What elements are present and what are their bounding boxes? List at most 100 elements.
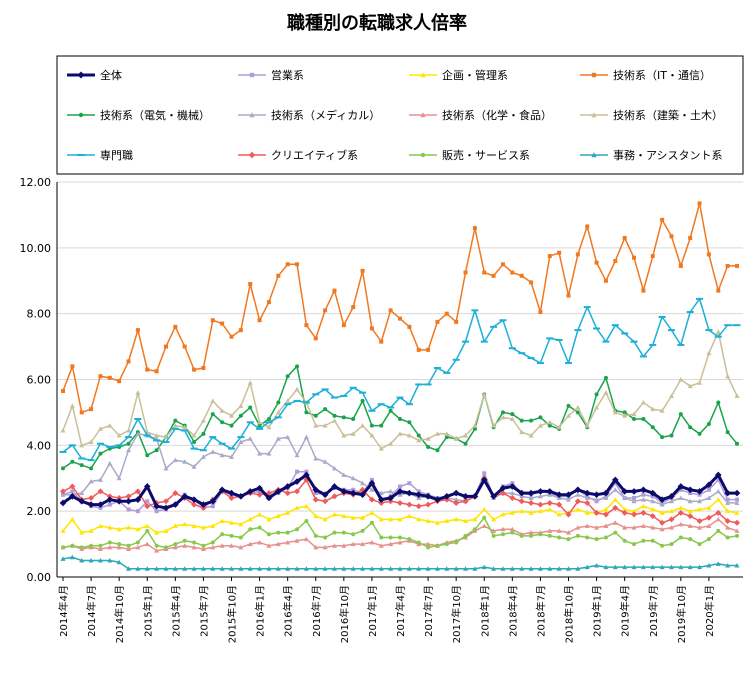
- data-point: [154, 432, 160, 438]
- data-point: [246, 488, 254, 495]
- data-point: [575, 525, 581, 530]
- data-point: [172, 457, 178, 463]
- data-point: [360, 566, 366, 571]
- data-point: [88, 528, 94, 533]
- data-point: [256, 427, 264, 430]
- legend-marker: [77, 154, 85, 156]
- data-point: [294, 488, 301, 495]
- data-point: [407, 324, 412, 329]
- data-point: [510, 530, 515, 535]
- data-point: [443, 493, 451, 500]
- data-point: [622, 410, 627, 415]
- data-point: [331, 566, 337, 571]
- data-point: [491, 273, 496, 278]
- data-point: [163, 528, 169, 533]
- data-point: [472, 226, 477, 231]
- data-point: [697, 507, 703, 512]
- data-point: [583, 306, 591, 309]
- data-point: [219, 543, 225, 548]
- x-tick-label: 2014年10月: [113, 585, 126, 643]
- data-point: [547, 254, 552, 259]
- data-point: [594, 497, 600, 502]
- data-point: [219, 452, 225, 458]
- data-point: [697, 542, 702, 547]
- x-tick-label: 2014年7月: [85, 585, 98, 637]
- data-point: [330, 396, 338, 399]
- data-point: [715, 329, 721, 334]
- data-point: [173, 418, 178, 423]
- data-point: [706, 421, 711, 426]
- legend-item: 販売・サービス系: [409, 149, 530, 162]
- data-point: [444, 431, 450, 436]
- data-point: [574, 329, 582, 332]
- data-point: [706, 537, 711, 542]
- data-point: [257, 566, 263, 571]
- y-axis: 0.00 2.00 4.00 6.00 8.00 10.00 12.00: [20, 176, 52, 584]
- data-point: [716, 288, 721, 293]
- data-point: [397, 516, 403, 522]
- data-point: [463, 533, 468, 538]
- data-point: [303, 434, 309, 440]
- data-point: [640, 503, 646, 509]
- x-tick-label: 2020年1月: [703, 585, 716, 637]
- data-point: [229, 520, 234, 525]
- data-point: [397, 566, 403, 571]
- data-point: [603, 375, 608, 380]
- data-point: [546, 488, 554, 495]
- data-point: [687, 508, 693, 514]
- data-point: [378, 543, 384, 548]
- data-point: [285, 566, 291, 571]
- data-point: [425, 518, 431, 524]
- data-point: [388, 566, 394, 571]
- data-point: [538, 310, 543, 315]
- data-point: [444, 566, 450, 571]
- x-tick-label: 2016年1月: [254, 585, 267, 637]
- data-point: [603, 278, 608, 283]
- data-point: [200, 501, 207, 508]
- data-point: [107, 502, 112, 507]
- data-point: [415, 503, 422, 510]
- data-point: [200, 566, 206, 571]
- data-point: [566, 497, 571, 502]
- data-point: [733, 489, 741, 497]
- legend-marker: [591, 72, 597, 78]
- data-point: [69, 493, 76, 500]
- data-point: [312, 486, 320, 494]
- series-line: [62, 202, 737, 414]
- data-point: [556, 566, 562, 571]
- data-point: [593, 327, 601, 330]
- data-point: [228, 447, 235, 450]
- series-技術系-化学-食品: [60, 516, 740, 553]
- x-tick-label: 2016年10月: [338, 585, 351, 643]
- data-point: [293, 399, 301, 402]
- data-point: [322, 459, 328, 464]
- data-point: [201, 431, 206, 436]
- data-point: [668, 516, 675, 523]
- data-point: [285, 398, 291, 403]
- data-point: [425, 566, 431, 571]
- data-point: [145, 499, 150, 504]
- data-point: [163, 566, 169, 571]
- data-point: [275, 513, 281, 519]
- data-point: [547, 507, 553, 512]
- data-point: [734, 562, 740, 568]
- data-point: [349, 489, 357, 497]
- data-point: [659, 564, 665, 570]
- data-point: [481, 523, 487, 528]
- data-point: [697, 201, 702, 206]
- data-point: [668, 508, 674, 514]
- data-point: [107, 375, 112, 380]
- data-point: [116, 432, 122, 438]
- data-point: [546, 337, 554, 340]
- data-point: [182, 424, 188, 430]
- data-point: [285, 539, 291, 545]
- data-point: [462, 493, 469, 500]
- data-point: [238, 521, 244, 527]
- data-point: [706, 252, 711, 257]
- data-point: [107, 525, 113, 530]
- data-point: [715, 488, 721, 494]
- data-point: [622, 525, 628, 530]
- data-point: [491, 533, 496, 538]
- data-point: [302, 401, 310, 404]
- data-point: [735, 441, 739, 446]
